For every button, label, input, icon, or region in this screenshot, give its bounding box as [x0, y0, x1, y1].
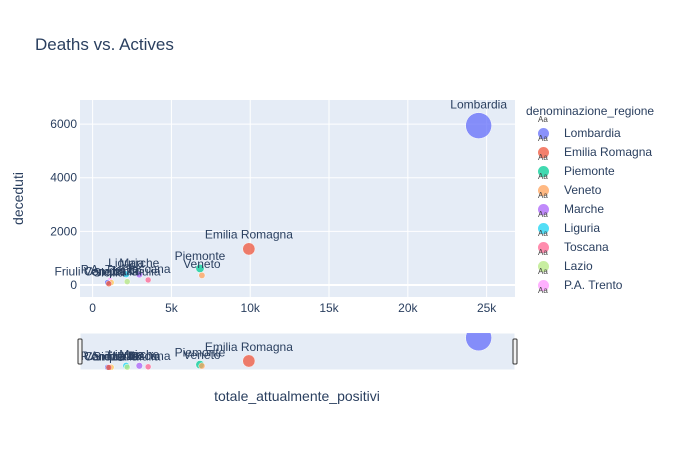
rangeslider-point-label: Veneto — [183, 348, 221, 362]
legend-item[interactable]: Aa Toscana — [520, 229, 700, 257]
legend-marker-text: Aa — [538, 248, 548, 257]
x-tick-label: 5k — [165, 301, 179, 315]
rangeslider-point-label: Marche — [119, 347, 159, 361]
legend-item[interactable]: Aa Campania — [520, 286, 700, 299]
plot-area — [80, 100, 515, 297]
rangeslider-handle — [77, 338, 83, 365]
legend-label: Campania — [564, 297, 619, 299]
legend-dot-icon — [538, 147, 549, 158]
legend-dot-icon — [538, 261, 549, 272]
rangeslider-point — [123, 363, 131, 370]
legend-item[interactable]: Aa Lazio — [520, 248, 700, 276]
point-label: Marche — [119, 256, 159, 270]
point-label: Friuli Venezia Giulia — [55, 265, 161, 279]
legend-marker-text: Aa — [538, 172, 548, 181]
point-label: Sicilia — [93, 266, 125, 280]
legend-dot-icon — [538, 280, 549, 291]
x-axis-title: totale_attualmente_positivi — [214, 388, 380, 404]
legend-label: Marche — [564, 202, 605, 216]
legend-label: Piemonte — [564, 164, 615, 178]
y-axis-title: deceduti — [10, 172, 26, 225]
point-label: Veneto — [183, 257, 221, 271]
legend-dot-icon — [538, 204, 549, 215]
rangeslider-point-label: Toscana — [126, 349, 171, 363]
y-tick-label: 0 — [70, 278, 77, 292]
data-point — [242, 242, 256, 256]
data-point — [198, 271, 206, 279]
legend-item[interactable]: Aa Emilia Romagna — [520, 134, 700, 162]
rangeslider-point — [144, 363, 152, 370]
rangeslider-handle — [512, 338, 518, 365]
x-tick-label: 15k — [319, 301, 339, 315]
legend-dot-icon — [538, 223, 549, 234]
point-label: Piemonte — [175, 249, 226, 263]
legend-label: Veneto — [564, 183, 602, 197]
legend-marker-text: Aa — [538, 229, 548, 238]
rangeslider-point — [135, 362, 143, 370]
rangeslider-point — [465, 333, 492, 352]
rangeslider-area — [79, 332, 516, 371]
legend-item[interactable]: Aa Marche — [520, 191, 700, 219]
legend-item[interactable]: Aa Lombardia — [520, 115, 700, 143]
data-point — [144, 276, 152, 284]
legend-marker-text: Aa — [538, 210, 548, 219]
legend-label: Emilia Romagna — [564, 145, 653, 159]
x-tick-label: 20k — [398, 301, 418, 315]
rangeslider-point-label: Liguria — [108, 347, 144, 361]
x-tick-label: 10k — [241, 301, 261, 315]
rangeslider-point — [198, 362, 206, 370]
legend-item[interactable]: Aa Liguria — [520, 210, 700, 238]
legend-marker-text: Aa — [538, 134, 548, 143]
legend-marker-text: Aa — [538, 267, 548, 276]
rangeslider-point — [242, 354, 256, 368]
legend-item[interactable]: Aa P.A. Trento — [520, 267, 700, 295]
point-label: Toscana — [126, 262, 171, 276]
rangeslider-point-label: Sicilia — [93, 350, 125, 364]
legend-dot-icon — [538, 185, 549, 196]
legend-label: Toscana — [564, 240, 609, 254]
legend-marker-text: Aa — [538, 153, 548, 162]
point-label: Liguria — [108, 256, 144, 270]
data-point — [465, 112, 492, 139]
legend-marker-text: Aa — [538, 115, 548, 124]
legend-label: Lazio — [564, 259, 593, 273]
legend-dot-icon — [538, 128, 549, 139]
rangeslider-point-label: Emilia Romagna — [205, 340, 293, 354]
y-tick-label: 4000 — [50, 171, 77, 185]
legend: denominazione_regione Aa Lombardia Aa Emili… — [520, 100, 700, 299]
chart-title: Deaths vs. Actives — [35, 35, 174, 54]
point-label: Lazio — [113, 264, 142, 278]
data-point — [135, 270, 143, 279]
x-tick-label: 0 — [89, 301, 96, 315]
legend-dot-icon — [538, 166, 549, 177]
legend-label: Liguria — [564, 221, 601, 235]
point-label: Lombardia — [450, 98, 507, 112]
data-point — [122, 270, 130, 278]
legend-label: P.A. Trento — [564, 278, 623, 292]
point-label: Emilia Romagna — [205, 228, 293, 242]
point-label: P.A. Trento — [81, 263, 140, 277]
data-point — [105, 280, 113, 287]
point-label: Campania — [84, 265, 139, 279]
data-point — [123, 278, 131, 285]
legend-label: Lombardia — [564, 126, 621, 140]
legend-dot-icon — [538, 242, 549, 253]
legend-item[interactable]: Aa Piemonte — [520, 153, 700, 181]
rangeslider-point-label: P.A. Trento — [81, 349, 140, 363]
rangeslider-point-label: Lazio — [113, 349, 142, 363]
rangeslider-point-label: Campania — [84, 349, 139, 363]
rangeslider-point — [105, 364, 113, 370]
y-tick-label: 6000 — [50, 117, 77, 131]
legend-marker-text: Aa — [538, 286, 548, 295]
legend-marker-text: Aa — [538, 191, 548, 200]
x-tick-label: 25k — [477, 301, 497, 315]
y-tick-label: 2000 — [50, 224, 77, 238]
legend-item[interactable]: Aa Veneto — [520, 172, 700, 200]
rangeslider-point-label: Piemonte — [175, 345, 226, 359]
legend-title: denominazione_regione — [526, 104, 655, 118]
rangeslider-point-label: Friuli Venezia Giulia — [55, 349, 161, 363]
